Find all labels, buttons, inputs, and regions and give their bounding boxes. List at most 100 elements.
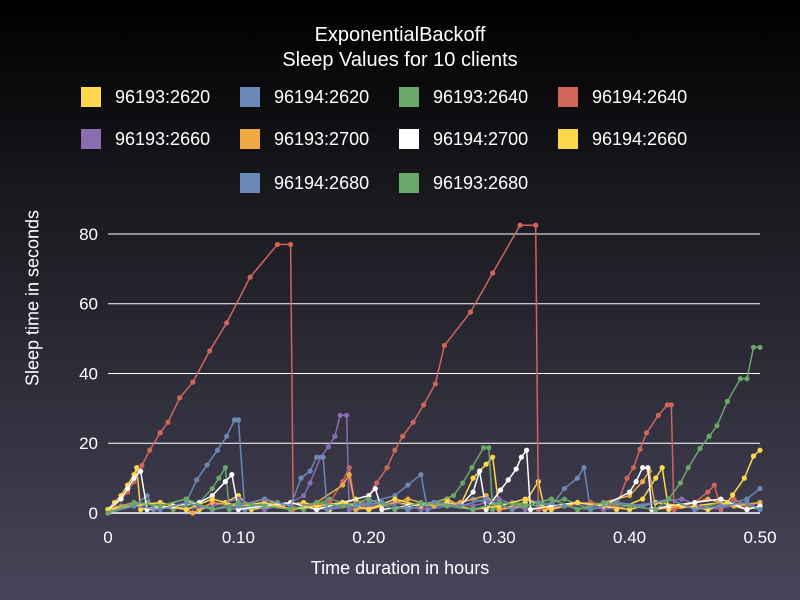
data-point	[460, 480, 466, 486]
data-point	[332, 433, 338, 439]
data-point	[483, 496, 489, 502]
y-axis-label: Sleep time in seconds	[22, 209, 43, 387]
legend-label: 96194:2680	[274, 172, 370, 193]
data-point	[659, 465, 665, 471]
data-point	[744, 506, 750, 513]
data-point	[677, 480, 684, 486]
data-point	[410, 419, 416, 425]
data-point	[157, 503, 163, 509]
series-line	[107, 346, 760, 514]
data-point	[724, 398, 731, 404]
legend-swatch	[399, 129, 419, 149]
data-point	[190, 379, 196, 385]
data-point	[574, 499, 581, 506]
data-point	[490, 506, 496, 513]
legend-swatch	[240, 87, 260, 107]
data-point	[124, 485, 131, 492]
legend-label: 96193:2680	[433, 172, 529, 193]
data-point	[497, 487, 504, 493]
data-point	[509, 506, 515, 513]
legend-label: 96193:2620	[115, 86, 211, 107]
data-point	[637, 446, 643, 452]
data-point	[392, 496, 398, 502]
data-point	[645, 465, 651, 471]
data-point	[405, 482, 411, 488]
data-point	[314, 499, 320, 506]
data-point	[653, 475, 659, 481]
data-point	[229, 472, 235, 478]
data-point	[165, 419, 171, 425]
data-point	[697, 445, 703, 452]
data-point	[444, 503, 450, 509]
data-point	[574, 475, 581, 481]
data-point	[527, 506, 534, 513]
data-point	[668, 402, 674, 408]
series-line	[107, 456, 761, 514]
data-point	[247, 274, 253, 280]
data-point	[664, 402, 671, 408]
data-point	[522, 496, 528, 502]
data-point	[548, 506, 554, 513]
data-point	[177, 395, 183, 401]
legend-item: 96193:2700	[240, 128, 369, 150]
data-point	[392, 506, 398, 513]
data-point	[261, 496, 268, 502]
data-point	[627, 503, 633, 509]
data-point	[548, 496, 554, 502]
data-point	[587, 506, 594, 513]
data-point	[314, 454, 320, 460]
legend-swatch	[81, 129, 101, 149]
data-point	[477, 468, 483, 474]
x-tick-label: 0.20	[352, 528, 385, 547]
legend-item: 96193:2640	[399, 86, 528, 108]
data-point	[470, 475, 476, 481]
data-point	[692, 506, 698, 513]
data-point	[298, 475, 304, 481]
data-point	[340, 482, 346, 488]
data-point	[581, 465, 587, 471]
data-point	[224, 433, 230, 439]
data-point	[261, 503, 268, 509]
data-point	[392, 447, 398, 453]
data-point	[372, 485, 378, 492]
data-point	[320, 454, 326, 460]
data-point	[470, 489, 476, 495]
data-point	[131, 475, 137, 481]
data-point	[235, 499, 241, 506]
legend-label: 96194:2660	[592, 128, 688, 149]
legend-swatch	[399, 87, 419, 107]
y-tick-label: 80	[79, 225, 98, 244]
data-point	[346, 472, 352, 478]
data-point	[469, 465, 475, 471]
y-tick-label: 40	[79, 364, 98, 383]
legend-label: 96194:2620	[274, 86, 370, 107]
data-point	[480, 445, 487, 451]
data-point	[685, 465, 691, 471]
y-tick-label: 0	[89, 504, 98, 523]
data-point	[574, 506, 581, 513]
data-point	[640, 465, 646, 471]
data-point	[287, 241, 294, 248]
data-point	[138, 468, 144, 474]
data-point	[731, 496, 737, 502]
data-point	[627, 489, 633, 495]
data-point	[643, 430, 650, 436]
x-tick-label: 0	[103, 528, 112, 547]
y-tick-label: 60	[79, 295, 98, 314]
data-point	[405, 506, 411, 513]
data-point	[209, 496, 215, 502]
data-point	[287, 506, 294, 513]
data-point	[214, 447, 221, 453]
data-point	[624, 475, 630, 481]
data-point	[366, 496, 372, 502]
data-point	[274, 241, 281, 248]
data-point	[307, 468, 313, 474]
data-point	[450, 492, 457, 499]
legend-swatch	[240, 129, 260, 149]
legend-swatch	[558, 87, 578, 107]
data-point	[467, 309, 474, 315]
data-point	[711, 482, 717, 488]
data-point	[757, 485, 763, 492]
legend-swatch	[81, 87, 101, 107]
data-point	[533, 222, 539, 228]
